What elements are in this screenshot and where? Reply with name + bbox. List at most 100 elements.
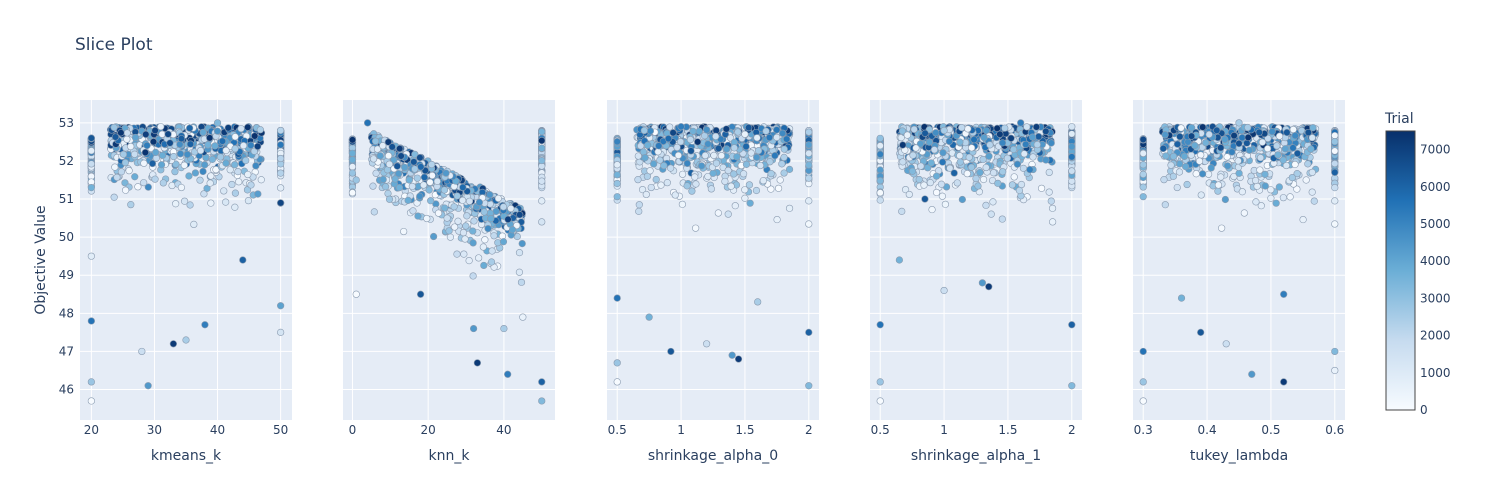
trial-point: [1281, 145, 1289, 153]
trial-point: [1291, 160, 1299, 169]
trial-point: [177, 183, 186, 192]
x-tick-label: 0: [349, 423, 357, 437]
trial-point: [1068, 143, 1076, 151]
trial-point: [231, 133, 239, 141]
trial-point: [203, 184, 211, 192]
x-tick-label: 40: [496, 423, 511, 437]
trial-point: [404, 196, 412, 204]
trial-point: [1180, 152, 1188, 161]
trial-point: [207, 172, 215, 180]
trial-point: [213, 127, 222, 135]
trial-point: [170, 152, 178, 161]
trial-point: [237, 125, 245, 133]
data-point: [1248, 370, 1256, 378]
trial-point: [683, 182, 691, 190]
trial-point: [385, 195, 394, 203]
trial-point: [247, 141, 255, 149]
trial-point: [1307, 145, 1315, 153]
trial-point: [905, 190, 913, 199]
trial-point: [921, 129, 929, 137]
trial-point: [142, 130, 150, 138]
trial-point: [450, 203, 458, 211]
trial-point: [183, 150, 191, 159]
data-point: [1139, 378, 1147, 386]
trial-point: [371, 137, 380, 145]
trial-point: [453, 250, 461, 258]
trial-point: [721, 177, 729, 186]
trial-point: [196, 176, 204, 184]
trial-point: [903, 131, 911, 139]
trial-point: [1240, 209, 1248, 217]
trial-point: [1173, 183, 1181, 192]
data-point: [940, 126, 948, 135]
trial-point: [1244, 133, 1252, 142]
data-point: [87, 252, 95, 260]
data-point: [500, 324, 508, 333]
trial-point: [197, 146, 205, 155]
trial-point: [1217, 144, 1225, 152]
trial-point: [709, 169, 717, 177]
colorbar-tick-label: 6000: [1420, 180, 1451, 194]
x-tick-label: 0.3: [1134, 423, 1153, 437]
trial-point: [1217, 173, 1225, 181]
trial-point: [1310, 197, 1318, 205]
data-point: [352, 290, 360, 298]
trial-point: [917, 162, 925, 170]
chart-title: Slice Plot: [75, 35, 153, 55]
trial-point: [805, 197, 813, 205]
trial-point: [998, 139, 1007, 147]
data-point: [805, 149, 813, 157]
trial-point: [200, 190, 208, 198]
y-tick-label: 48: [59, 306, 74, 320]
trial-point: [254, 142, 262, 151]
trial-point: [208, 155, 216, 163]
trial-point: [385, 160, 394, 168]
trial-point: [712, 132, 720, 140]
trial-point: [125, 167, 133, 175]
data-point: [239, 256, 247, 264]
trial-point: [149, 138, 158, 146]
trial-point: [87, 160, 95, 168]
trial-point: [805, 128, 813, 136]
trial-point: [968, 144, 976, 152]
trial-point: [1286, 193, 1294, 201]
trial-point: [538, 136, 546, 145]
trial-point: [965, 153, 973, 161]
trial-point: [507, 204, 515, 213]
trial-point: [256, 126, 264, 134]
x-tick-label: 1.5: [998, 423, 1017, 437]
trial-point: [391, 175, 399, 183]
trial-point: [1302, 176, 1310, 184]
trial-point: [678, 200, 686, 208]
trial-point: [164, 130, 172, 138]
colorbar-tick-label: 0: [1420, 403, 1428, 417]
data-point: [470, 324, 478, 333]
trial-point: [427, 197, 435, 205]
data-point: [1331, 366, 1339, 375]
trial-point: [1221, 195, 1229, 204]
trial-point: [989, 198, 997, 206]
trial-point: [1308, 188, 1316, 196]
trial-point: [1252, 198, 1260, 206]
trial-point: [1001, 124, 1009, 132]
trial-point: [1264, 145, 1272, 153]
trial-point: [1331, 147, 1339, 155]
trial-point: [939, 149, 947, 157]
trial-point: [908, 167, 917, 175]
trial-point: [242, 156, 250, 165]
data-point: [169, 340, 177, 348]
data-point: [876, 142, 884, 150]
trial-point: [481, 236, 489, 244]
trial-point: [898, 207, 906, 215]
data-point: [1280, 290, 1288, 298]
trial-point: [206, 179, 214, 187]
trial-point: [396, 145, 404, 153]
trial-point: [932, 129, 940, 137]
trial-point: [753, 153, 761, 161]
trial-point: [1291, 132, 1299, 140]
trial-point: [642, 190, 650, 199]
trial-point: [1251, 176, 1260, 185]
